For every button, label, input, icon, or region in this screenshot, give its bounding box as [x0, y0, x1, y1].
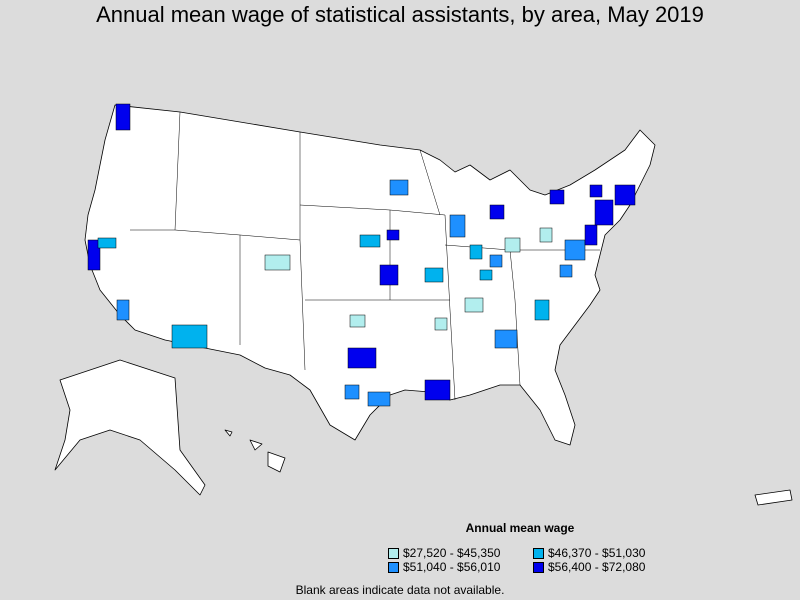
area-sf-bay	[87, 239, 101, 271]
legend-swatch-1	[388, 547, 399, 559]
area-dallas	[347, 347, 377, 369]
area-chicago	[449, 214, 466, 238]
area-tennessee	[464, 297, 484, 313]
area-boston	[614, 184, 636, 206]
colored-areas	[87, 103, 636, 407]
area-new-orleans	[424, 379, 451, 401]
area-carolina	[534, 299, 550, 321]
area-atlanta	[494, 329, 518, 349]
area-cincinnati	[489, 254, 503, 268]
area-kansas-city	[379, 264, 399, 286]
area-phoenix	[171, 324, 208, 349]
area-ohio	[504, 237, 521, 253]
alaska-shape	[54, 359, 206, 496]
legend-item-4: $56,400 - $72,080	[533, 560, 645, 574]
legend-swatch-4	[533, 561, 544, 573]
legend-title: Annual mean wage	[465, 521, 575, 535]
area-colorado	[264, 254, 291, 271]
area-southern-ca	[116, 299, 130, 321]
legend-swatch-3	[388, 561, 399, 573]
area-indianapolis	[469, 244, 483, 260]
internal-borders	[130, 111, 600, 401]
area-pittsburgh	[539, 227, 553, 243]
area-seattle	[115, 103, 131, 131]
area-virginia	[559, 264, 573, 278]
legend-label-4: $56,400 - $72,080	[548, 560, 646, 574]
footnote: Blank areas indicate data not available.	[295, 583, 505, 597]
legend-label-2: $46,370 - $51,030	[548, 546, 646, 560]
area-omaha	[359, 234, 381, 248]
area-albany	[589, 184, 603, 198]
area-austin	[344, 384, 360, 400]
area-st-louis	[424, 267, 444, 283]
legend-swatch-2	[533, 547, 544, 559]
map-title: Annual mean wage of statistical assistan…	[96, 2, 704, 27]
area-dc	[564, 239, 586, 261]
legend-item-2: $46,370 - $51,030	[533, 546, 645, 560]
area-alabama	[434, 317, 448, 331]
area-houston	[367, 391, 391, 407]
legend-label-3: $51,040 - $56,010	[403, 560, 501, 574]
area-new-york	[594, 199, 614, 226]
area-philadelphia	[584, 224, 598, 246]
area-kentucky	[479, 269, 493, 281]
hawaii-shape	[224, 429, 286, 473]
area-minneapolis	[389, 179, 409, 196]
area-oklahoma	[349, 314, 366, 328]
area-sacramento	[97, 237, 117, 249]
area-buffalo	[549, 189, 565, 205]
legend-item-3: $51,040 - $56,010	[388, 560, 500, 574]
legend-item-1: $27,520 - $45,350	[388, 546, 500, 560]
area-detroit	[489, 204, 505, 220]
state-outlines	[54, 104, 793, 506]
puerto-rico-shape	[754, 489, 793, 506]
contiguous-us-shape	[84, 104, 656, 446]
legend-label-1: $27,520 - $45,350	[403, 546, 501, 560]
area-des-moines	[386, 229, 400, 241]
